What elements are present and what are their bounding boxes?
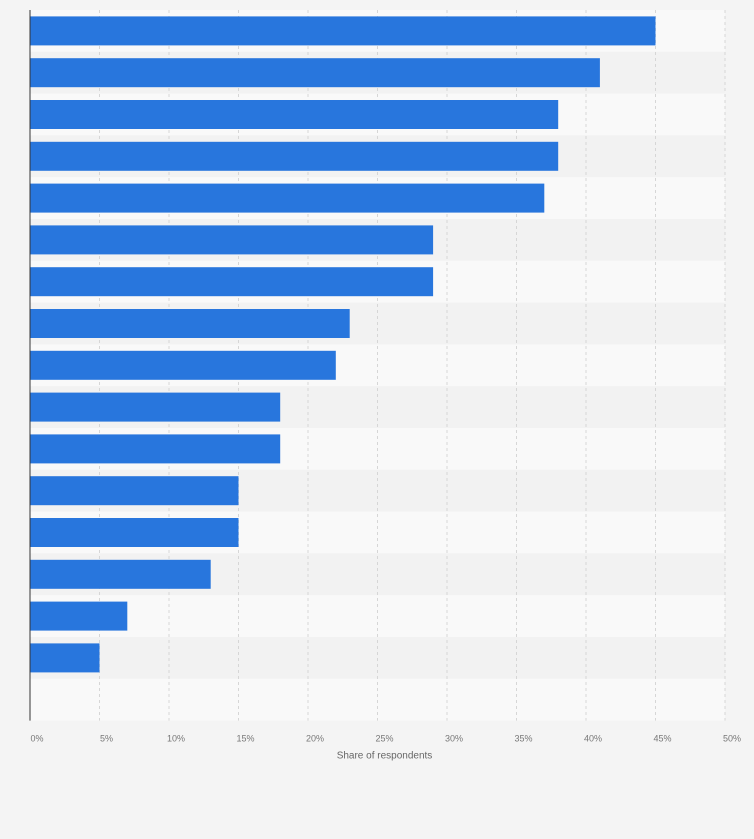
- x-tick-label: 40%: [584, 734, 602, 744]
- bar: [30, 518, 239, 547]
- x-tick-label: 20%: [306, 734, 324, 744]
- bar: [30, 100, 559, 129]
- bar: [30, 16, 656, 46]
- x-tick-label: 15%: [236, 734, 254, 744]
- x-tick-label: 25%: [375, 734, 393, 744]
- x-tick-label: 5%: [100, 734, 113, 744]
- bar: [30, 183, 545, 213]
- bar: [30, 58, 600, 88]
- x-tick-label: 50%: [723, 734, 741, 744]
- bar: [30, 434, 281, 464]
- x-tick-label: 45%: [653, 734, 671, 744]
- x-tick-label: 30%: [445, 734, 463, 744]
- bar: [30, 267, 434, 297]
- x-axis-title: Share of respondents: [337, 751, 433, 762]
- bar: [30, 309, 350, 338]
- x-tick-label: 0%: [30, 734, 43, 744]
- bar: [30, 225, 434, 255]
- x-tick-label: 10%: [167, 734, 185, 744]
- bar: [30, 141, 559, 171]
- bar: [30, 392, 281, 422]
- bar: [30, 476, 239, 506]
- x-tick-label: 35%: [514, 734, 532, 744]
- bars: [30, 16, 656, 673]
- bar: [30, 601, 128, 631]
- bar: [30, 559, 211, 589]
- x-tick-labels: 0% 5% 10% 15% 20% 25% 30% 35% 40% 45% 50%: [30, 734, 741, 744]
- bar: [30, 350, 336, 380]
- bar: [30, 643, 100, 673]
